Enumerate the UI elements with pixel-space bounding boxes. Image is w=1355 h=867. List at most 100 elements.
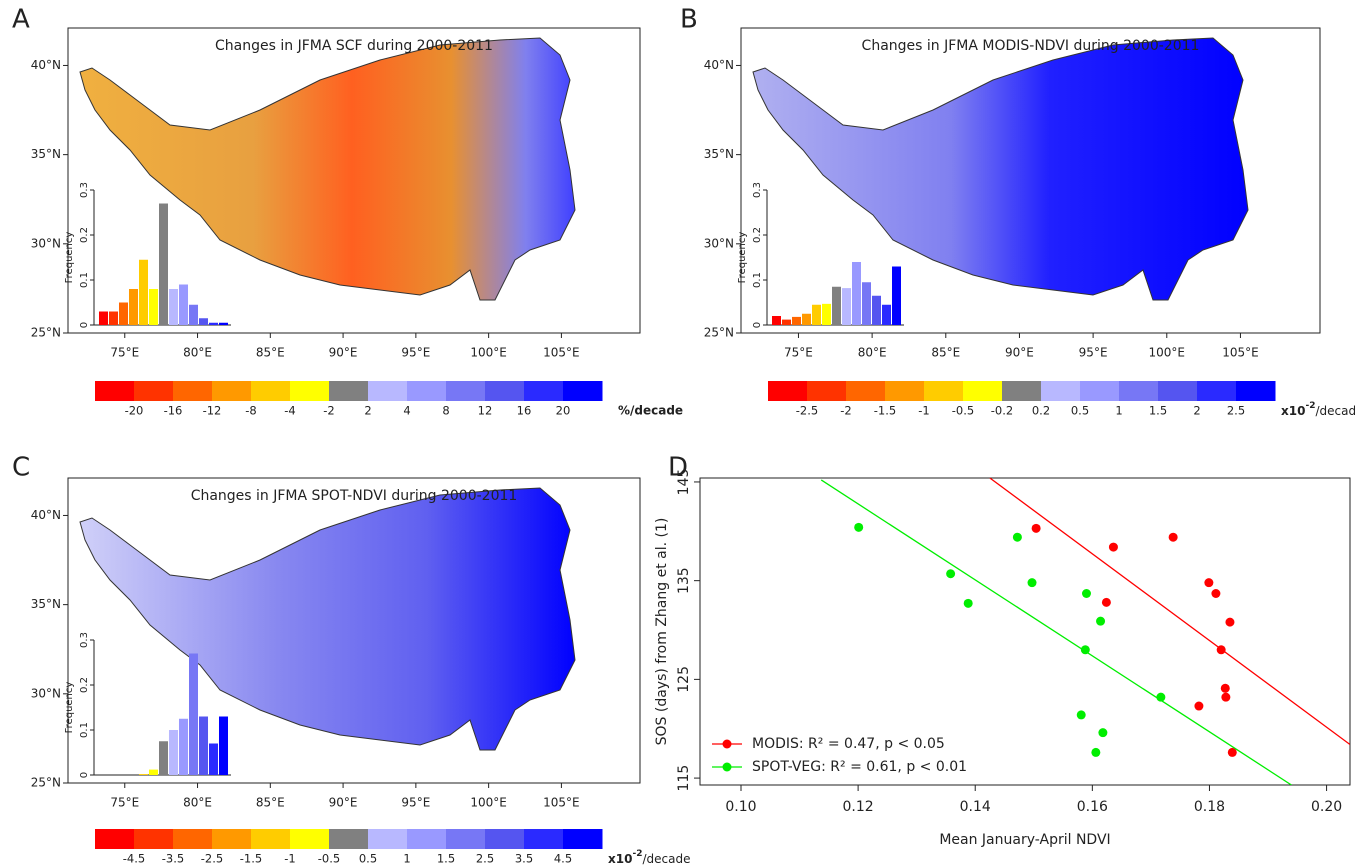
unit-base: x10 (1281, 404, 1305, 418)
x-tick-label: 105°E (543, 796, 580, 810)
fit-line (820, 479, 1292, 785)
y-tick-label: 40°N (31, 58, 61, 72)
x-tick-label: 100°E (470, 346, 507, 360)
hist-bar (842, 288, 851, 325)
hist-ylabel: Frequency (64, 682, 75, 734)
colorbar-label: -1.5 (240, 852, 262, 866)
y-tick-label: 145 (676, 469, 692, 496)
colorbar-cell (1158, 381, 1198, 401)
colorbar-label: 0.2 (1032, 404, 1050, 418)
colorbar-label: -20 (125, 404, 144, 418)
hist-bar (189, 653, 198, 775)
colorbar-label: -2.5 (796, 404, 818, 418)
y-tick-label: 40°N (704, 58, 734, 72)
colorbar-cell (485, 829, 525, 849)
colorbar-cell (1197, 381, 1237, 401)
point (1227, 747, 1237, 757)
hist-bar (169, 730, 178, 775)
y-axis-label: SOS (days) from Zhang et al. (1) (654, 518, 670, 746)
colorbar-cell (963, 381, 1003, 401)
x-tick-label: 95°E (401, 796, 430, 810)
colorbar-cell (329, 829, 369, 849)
x-tick-label: 75°E (110, 346, 139, 360)
colorbar-cell (1236, 381, 1276, 401)
x-tick-label: 0.18 (1194, 799, 1225, 815)
y-tick-label: 35°N (31, 597, 61, 611)
colorbar-label: 2 (1193, 404, 1200, 418)
hist-bar (209, 322, 218, 325)
x-tick-label: 90°E (1005, 346, 1034, 360)
point (1081, 588, 1091, 598)
colorbar-label: -2.5 (201, 852, 223, 866)
hist-tick-label: 0.2 (752, 227, 763, 243)
hist-ylabel: Frequency (64, 232, 75, 284)
colorbar-label: 3.5 (515, 852, 533, 866)
colorbar-cell (807, 381, 847, 401)
colorbar-label: -1 (284, 852, 295, 866)
plot-frame (699, 477, 1351, 786)
hist-tick-label: 0 (79, 322, 90, 328)
hist-tick-label: 0.1 (752, 272, 763, 288)
hist-bar (199, 716, 208, 775)
x-tick-label: 85°E (931, 346, 960, 360)
point (1080, 645, 1090, 655)
x-tick-label: 105°E (543, 346, 580, 360)
point (1156, 692, 1166, 702)
hist-bar (862, 282, 871, 325)
x-tick-label: 0.16 (1077, 799, 1108, 815)
colorbar-label: 1 (1115, 404, 1122, 418)
x-tick-label: 85°E (256, 346, 285, 360)
x-tick-label: 0.10 (725, 799, 756, 815)
point (1031, 523, 1041, 533)
hist-tick-label: 0 (752, 322, 763, 328)
colorbar-label: 20 (556, 404, 571, 418)
hist-bar (772, 316, 781, 325)
y-tick-label: 35°N (31, 147, 61, 161)
hist-bar (219, 716, 228, 775)
colorbar-label: -12 (203, 404, 222, 418)
colorbar-cell (251, 829, 291, 849)
x-tick-label: 95°E (401, 346, 430, 360)
point (1101, 597, 1111, 607)
hist-bar (99, 311, 108, 325)
panel-letter: C (12, 453, 30, 483)
point (1168, 532, 1178, 542)
legend-point (722, 762, 732, 772)
colorbar-label: 2.5 (476, 852, 494, 866)
colorbar-cell (1002, 381, 1042, 401)
point (854, 522, 864, 532)
x-tick-label: 0.12 (843, 799, 874, 815)
colorbar-label: -0.2 (991, 404, 1013, 418)
point (1211, 588, 1221, 598)
plateau (79, 37, 576, 301)
hist-bar (199, 318, 208, 325)
hist-bar (119, 302, 128, 325)
hist-bar (892, 266, 901, 325)
colorbar-cell (329, 381, 369, 401)
colorbar-label: 2.5 (1227, 404, 1245, 418)
point (1098, 728, 1108, 738)
colorbar-label: 0.5 (359, 852, 377, 866)
map-title: Changes in JFMA SCF during 2000-2011 (215, 38, 493, 54)
hist-bar (179, 284, 188, 325)
colorbar-cell (173, 381, 213, 401)
y-tick-label: 115 (676, 765, 692, 792)
hist-bar (812, 304, 821, 325)
point (1012, 532, 1022, 542)
colorbar-label: -0.5 (952, 404, 974, 418)
hist-ylabel: Frequency (737, 232, 748, 284)
colorbar-cell (251, 381, 291, 401)
colorbar-label: 1 (403, 852, 410, 866)
legend-point (722, 739, 732, 749)
colorbar-cell (1080, 381, 1120, 401)
x-tick-label: 75°E (784, 346, 813, 360)
colorbar-label: -1.5 (874, 404, 896, 418)
colorbar-cell (173, 829, 213, 849)
map-title: Changes in JFMA MODIS-NDVI during 2000-2… (862, 38, 1200, 54)
y-tick-label: 40°N (31, 508, 61, 522)
point (1194, 701, 1204, 711)
colorbar-cell (368, 829, 408, 849)
panel-letter: A (12, 5, 30, 35)
hist-bar (159, 203, 168, 325)
x-tick-label: 90°E (329, 796, 358, 810)
